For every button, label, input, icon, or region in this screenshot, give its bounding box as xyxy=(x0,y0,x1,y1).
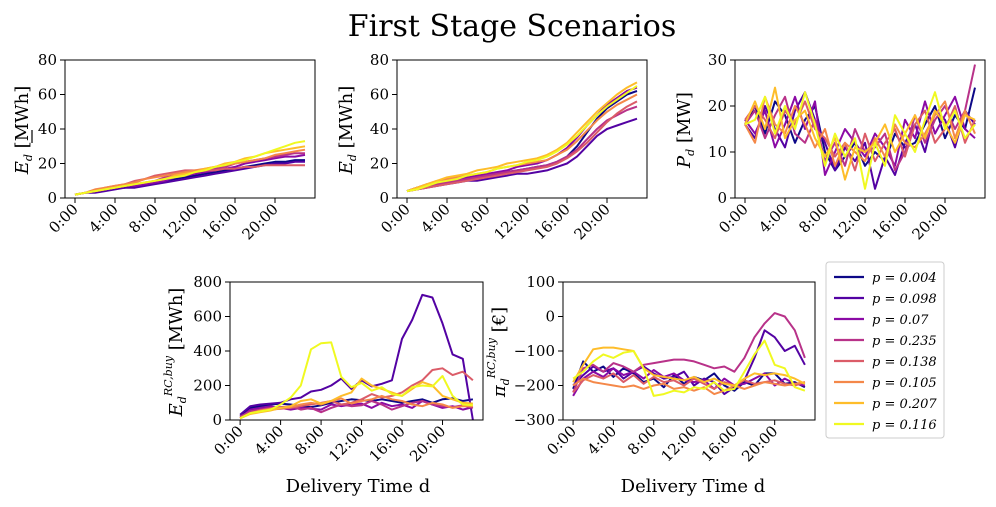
y-tick-label: 0 xyxy=(47,189,57,207)
series-line-4 xyxy=(744,64,976,172)
x-tick-label: 16:00 xyxy=(199,200,242,243)
y-tick-label: 20 xyxy=(38,155,57,173)
x-tick-label: 20:00 xyxy=(239,200,282,243)
ylabel-power: Pd [MW] xyxy=(674,92,697,169)
x-tick-label: 4:00 xyxy=(755,200,792,237)
xlabel-recourse-price: Delivery Time d xyxy=(621,476,766,497)
x-tick-label: 16:00 xyxy=(869,200,912,243)
x-tick-label: 4:00 xyxy=(584,422,621,459)
y-tick-label: 800 xyxy=(193,273,222,291)
x-tick-label: 12:00 xyxy=(491,200,534,243)
y-tick-label: 600 xyxy=(193,308,222,326)
series-line-5 xyxy=(406,100,638,193)
series-line-4 xyxy=(572,312,806,393)
x-tick-label: 12:00 xyxy=(159,200,202,243)
y-tick-label: 20 xyxy=(708,97,727,115)
y-tick-label: 0 xyxy=(379,189,389,207)
series-line-6 xyxy=(74,148,306,196)
legend-label: p = 0.207 xyxy=(872,397,937,412)
series-line-7 xyxy=(406,81,638,193)
y-tick-label: 40 xyxy=(38,120,57,138)
xlabel-recourse-energy: Delivery Time d xyxy=(286,476,431,497)
legend-label: p = 0.098 xyxy=(872,292,937,307)
ylabel-recourse-price: πdRC,buy [€] xyxy=(485,307,512,398)
y-tick-label: 60 xyxy=(370,86,389,104)
legend-label: p = 0.07 xyxy=(872,313,929,328)
x-tick-label: 12:00 xyxy=(829,200,872,243)
series-line-8 xyxy=(74,140,306,196)
legend-label: p = 0.116 xyxy=(872,418,937,433)
series-line-5 xyxy=(239,367,474,420)
series-line-8 xyxy=(572,339,806,397)
ylabel-energy-lower: Ed [MWh] xyxy=(12,86,35,176)
x-tick-label: 8:00 xyxy=(624,422,661,459)
axes-frame xyxy=(562,281,816,421)
x-tick-label: 4:00 xyxy=(251,422,288,459)
series-line-8 xyxy=(239,341,473,420)
legend-label: p = 0.138 xyxy=(872,355,937,370)
legend: p = 0.004 p = 0.098 p = 0.07 p = 0.235 p = 0… xyxy=(825,261,945,439)
x-tick-label: 12:00 xyxy=(658,422,701,465)
x-tick-label: 8:00 xyxy=(457,200,494,237)
x-tick-label: 4:00 xyxy=(417,200,454,237)
y-tick-label: 0 xyxy=(717,189,727,207)
y-tick-label: 60 xyxy=(38,86,57,104)
y-tick-label: 10 xyxy=(708,143,727,161)
ylabel-energy-upper: Ed [MWh] xyxy=(336,86,359,176)
legend-label: p = 0.105 xyxy=(872,376,937,391)
y-tick-label: −100 xyxy=(514,342,555,360)
legend-frame xyxy=(825,261,945,439)
ylabel-recourse-energy: EdRC,buy [MWh] xyxy=(162,288,189,418)
x-tick-label: 20:00 xyxy=(909,200,952,243)
x-tick-label: 8:00 xyxy=(291,422,328,459)
figure-title: First Stage Scenarios xyxy=(348,9,676,44)
y-tick-label: 0 xyxy=(212,411,222,429)
legend-label: p = 0.004 xyxy=(872,271,937,286)
series-line-7 xyxy=(744,86,976,181)
y-tick-label: 20 xyxy=(370,155,389,173)
x-tick-label: 20:00 xyxy=(571,200,614,243)
legend-label: p = 0.235 xyxy=(872,334,937,349)
y-tick-label: 400 xyxy=(193,342,222,360)
y-tick-label: 30 xyxy=(708,51,727,69)
x-tick-label: 20:00 xyxy=(738,422,781,465)
x-tick-label: 8:00 xyxy=(795,200,832,237)
x-tick-label: 16:00 xyxy=(531,200,574,243)
x-tick-label: 16:00 xyxy=(366,422,409,465)
series-line-7 xyxy=(572,346,806,387)
series-line-8 xyxy=(744,91,976,190)
series-line-2 xyxy=(74,160,305,196)
y-tick-label: 0 xyxy=(545,308,555,326)
y-tick-label: −200 xyxy=(514,377,555,395)
series-line-8 xyxy=(406,85,638,193)
series-line-5 xyxy=(744,100,976,172)
x-tick-label: 12:00 xyxy=(325,422,368,465)
y-tick-label: 200 xyxy=(193,377,222,395)
x-tick-label: 20:00 xyxy=(406,422,449,465)
x-tick-label: 4:00 xyxy=(85,200,122,237)
axes-frame xyxy=(734,59,986,199)
x-tick-label: 16:00 xyxy=(698,422,741,465)
x-tick-label: 8:00 xyxy=(125,200,162,237)
series-line-4 xyxy=(406,105,638,193)
y-tick-label: 40 xyxy=(370,120,389,138)
series-line-3 xyxy=(406,86,638,193)
y-tick-label: −300 xyxy=(514,411,555,429)
y-tick-label: 80 xyxy=(370,51,389,69)
y-tick-label: 100 xyxy=(526,273,555,291)
y-tick-label: 80 xyxy=(38,51,57,69)
